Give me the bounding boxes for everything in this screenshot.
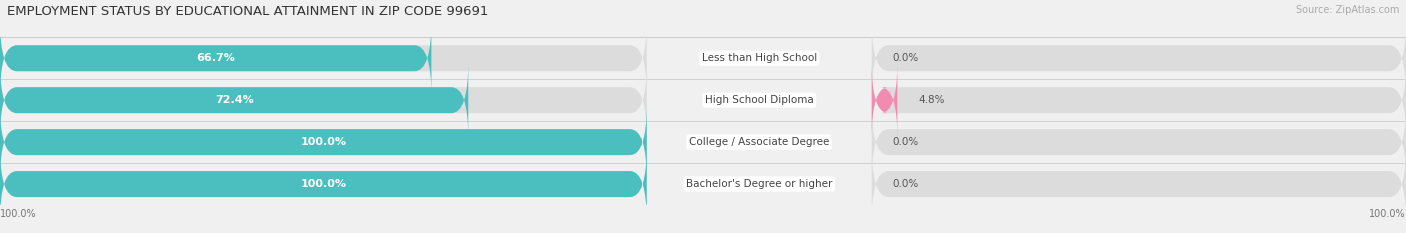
Text: 100.0%: 100.0% xyxy=(1369,209,1406,219)
Text: Bachelor's Degree or higher: Bachelor's Degree or higher xyxy=(686,179,832,189)
Text: High School Diploma: High School Diploma xyxy=(704,95,814,105)
FancyBboxPatch shape xyxy=(0,21,647,96)
Text: 0.0%: 0.0% xyxy=(893,53,920,63)
Text: 66.7%: 66.7% xyxy=(197,53,235,63)
Text: 4.8%: 4.8% xyxy=(918,95,945,105)
FancyBboxPatch shape xyxy=(872,147,1406,221)
FancyBboxPatch shape xyxy=(0,63,468,137)
Text: Source: ZipAtlas.com: Source: ZipAtlas.com xyxy=(1295,5,1399,15)
Text: 100.0%: 100.0% xyxy=(0,209,37,219)
Text: Less than High School: Less than High School xyxy=(702,53,817,63)
FancyBboxPatch shape xyxy=(0,63,647,137)
FancyBboxPatch shape xyxy=(0,105,647,179)
Text: College / Associate Degree: College / Associate Degree xyxy=(689,137,830,147)
FancyBboxPatch shape xyxy=(872,21,1406,96)
FancyBboxPatch shape xyxy=(0,105,647,179)
Text: 0.0%: 0.0% xyxy=(893,137,920,147)
Text: 72.4%: 72.4% xyxy=(215,95,253,105)
FancyBboxPatch shape xyxy=(0,147,647,221)
Text: 100.0%: 100.0% xyxy=(301,179,346,189)
FancyBboxPatch shape xyxy=(0,21,432,96)
FancyBboxPatch shape xyxy=(872,105,1406,179)
FancyBboxPatch shape xyxy=(872,63,897,137)
Text: EMPLOYMENT STATUS BY EDUCATIONAL ATTAINMENT IN ZIP CODE 99691: EMPLOYMENT STATUS BY EDUCATIONAL ATTAINM… xyxy=(7,5,488,18)
FancyBboxPatch shape xyxy=(872,63,1406,137)
Text: 100.0%: 100.0% xyxy=(301,137,346,147)
Text: 0.0%: 0.0% xyxy=(893,179,920,189)
FancyBboxPatch shape xyxy=(0,147,647,221)
